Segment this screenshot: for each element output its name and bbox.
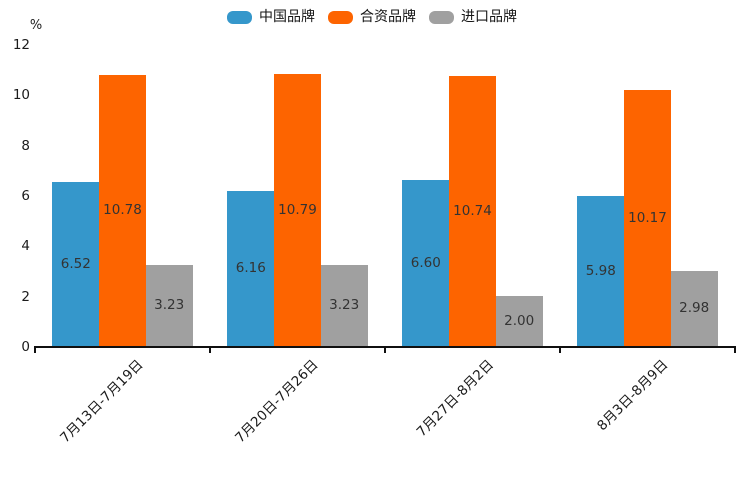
y-axis-tick-label: 4 xyxy=(21,238,30,255)
legend-label-joint-venture-brand: 合资品牌 xyxy=(360,9,416,25)
bar-china-brand: 6.16 xyxy=(227,190,275,346)
bar-joint-venture-brand: 10.79 xyxy=(274,74,321,346)
bar-import-brand: 3.23 xyxy=(320,264,368,346)
x-axis-tick xyxy=(384,347,386,353)
y-axis-tick-label: 10 xyxy=(12,87,30,104)
legend-item-china-brand[interactable]: 中国品牌 xyxy=(227,8,315,26)
bar-value-label-china-brand: 6.60 xyxy=(410,254,441,271)
x-axis-tick xyxy=(734,347,736,353)
bar-value-label-joint-venture-brand: 10.17 xyxy=(628,210,667,227)
bar-value-label-china-brand: 6.52 xyxy=(60,255,91,272)
bar-joint-venture-brand: 10.17 xyxy=(624,90,671,346)
bar-joint-venture-brand: 10.74 xyxy=(449,75,496,346)
legend-marker-china-brand xyxy=(227,10,252,24)
bar-value-label-china-brand: 6.16 xyxy=(235,260,266,277)
bar-value-label-import-brand: 2.98 xyxy=(679,300,710,317)
x-axis-tick xyxy=(209,347,211,353)
bar-value-label-joint-venture-brand: 10.74 xyxy=(453,202,492,219)
bar-value-label-china-brand: 5.98 xyxy=(585,262,616,279)
bar-import-brand: 3.23 xyxy=(145,264,193,346)
x-axis-tick xyxy=(34,347,36,353)
legend-item-import-brand[interactable]: 进口品牌 xyxy=(429,8,517,26)
bar-joint-venture-brand: 10.78 xyxy=(99,74,146,346)
y-axis-tick-label: 0 xyxy=(21,339,30,355)
bar-china-brand: 6.60 xyxy=(402,179,450,346)
bar-value-label-joint-venture-brand: 10.79 xyxy=(278,202,317,219)
x-axis-category-label: 7月20日-7月26日 xyxy=(232,356,322,447)
bar-value-label-import-brand: 3.23 xyxy=(329,297,360,314)
x-axis-category-label: 7月13日-7月19日 xyxy=(57,356,147,447)
x-axis-category-label: 8月3日-8月9日 xyxy=(594,356,672,435)
y-axis-tick-label: 8 xyxy=(21,137,30,154)
y-axis-tick-label: 12 xyxy=(12,37,30,53)
bar-value-label-import-brand: 3.23 xyxy=(154,297,185,314)
bar-value-label-import-brand: 2.00 xyxy=(504,312,535,329)
legend-item-joint-venture-brand[interactable]: 合资品牌 xyxy=(328,8,416,26)
bar-value-label-joint-venture-brand: 10.78 xyxy=(103,202,142,219)
bar-china-brand: 6.52 xyxy=(52,181,100,346)
bar-import-brand: 2.00 xyxy=(495,295,543,346)
y-axis-unit-label: % xyxy=(29,18,43,33)
legend-marker-joint-venture-brand xyxy=(328,10,353,24)
y-axis-tick-label: 6 xyxy=(21,188,30,204)
x-axis-category-label: 7月27日-8月2日 xyxy=(413,356,497,441)
x-axis-tick xyxy=(559,347,561,353)
legend-marker-import-brand xyxy=(429,10,454,24)
bar-china-brand: 5.98 xyxy=(577,195,625,346)
legend-label-china-brand: 中国品牌 xyxy=(259,9,315,25)
legend-label-import-brand: 进口品牌 xyxy=(461,9,517,25)
chart-legend: 中国品牌 合资品牌 进口品牌 xyxy=(0,8,744,26)
y-axis-tick-label: 2 xyxy=(21,288,30,305)
bar-import-brand: 2.98 xyxy=(670,271,718,346)
